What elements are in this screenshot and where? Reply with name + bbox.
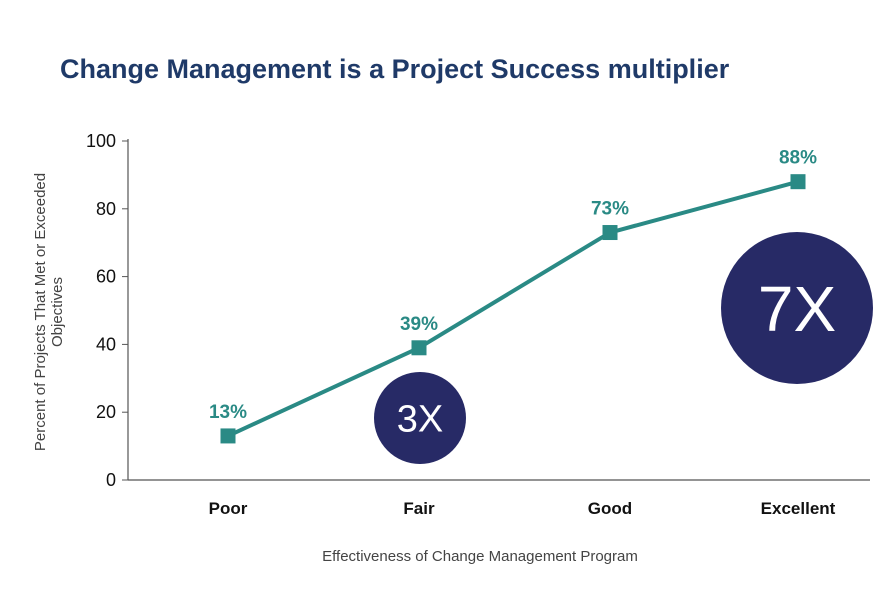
x-tick-label: Excellent — [761, 499, 836, 518]
x-tick-labels: Poor Fair Good Excellent — [209, 499, 836, 518]
multiplier-bubble — [374, 372, 466, 464]
x-tick-label: Poor — [209, 499, 248, 518]
series-line-group — [220, 174, 806, 444]
data-point-marker — [790, 174, 806, 190]
data-point-marker — [220, 428, 236, 444]
y-tick-label: 80 — [96, 199, 116, 219]
data-labels: 13% 39% 73% 88% — [209, 148, 817, 423]
multiplier-bubble-label: 3X — [397, 399, 443, 441]
data-label: 13% — [209, 402, 247, 423]
data-label: 88% — [779, 148, 817, 169]
multiplier-bubble — [721, 232, 873, 384]
y-tick-label: 20 — [96, 402, 116, 422]
x-tick-label: Good — [588, 499, 632, 518]
y-axis-label: Percent of Projects That Met or Exceeded… — [32, 173, 66, 451]
y-tick-labels: 0 20 40 60 80 100 — [86, 131, 128, 490]
data-point-marker — [602, 225, 618, 241]
data-point-marker — [411, 340, 427, 356]
axes — [127, 139, 870, 481]
multiplier-bubbles: 3X 7X — [374, 232, 873, 464]
y-tick-label: 0 — [106, 470, 116, 490]
y-axis-label-line: Objectives — [49, 277, 66, 347]
x-tick-label: Fair — [403, 499, 435, 518]
series-line — [227, 179, 799, 438]
y-tick-label: 60 — [96, 267, 116, 287]
multiplier-bubble-label: 7X — [758, 273, 836, 345]
chart-title: Change Management is a Project Success m… — [60, 54, 730, 84]
x-axis-label: Effectiveness of Change Management Progr… — [322, 548, 638, 565]
y-tick-label: 40 — [96, 334, 116, 354]
data-label: 39% — [400, 314, 438, 335]
y-axis-label-line: Percent of Projects That Met or Exceeded — [32, 173, 49, 451]
data-label: 73% — [591, 199, 629, 220]
y-tick-label: 100 — [86, 131, 116, 151]
